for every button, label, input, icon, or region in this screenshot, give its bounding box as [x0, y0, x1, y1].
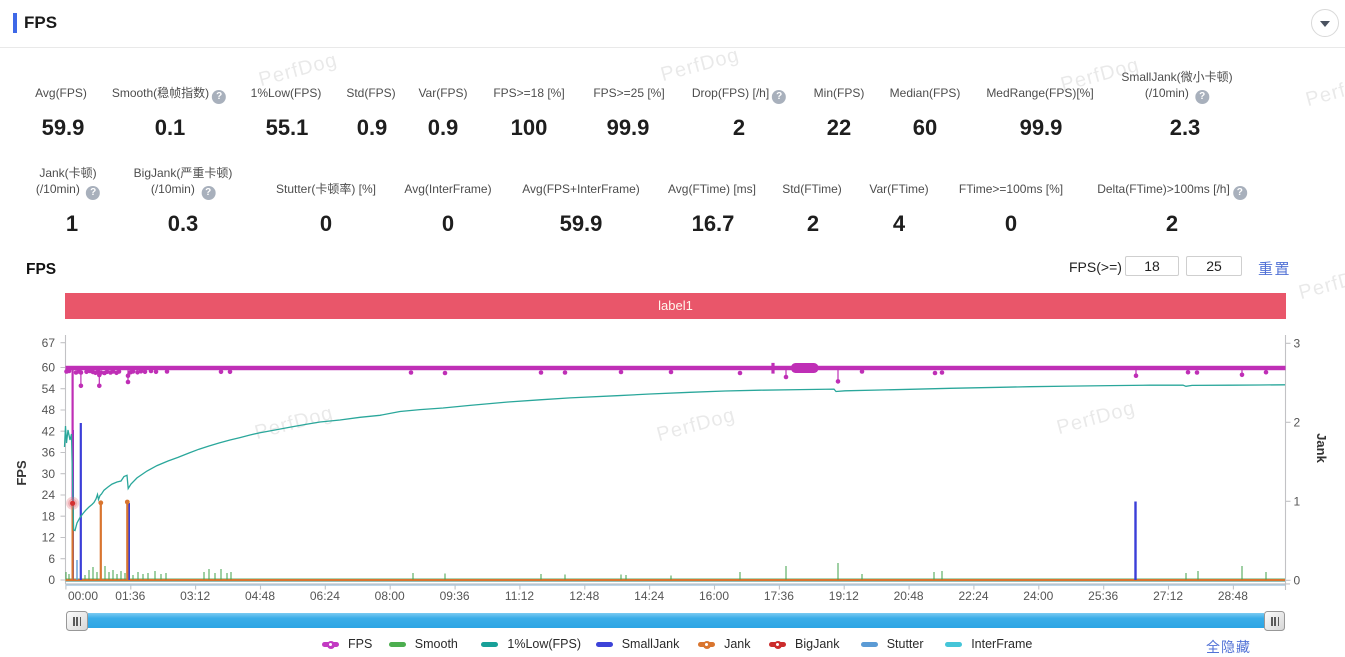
- svg-text:48: 48: [42, 403, 56, 417]
- svg-text:30: 30: [42, 467, 56, 481]
- svg-text:2: 2: [1294, 416, 1301, 430]
- svg-text:20:48: 20:48: [894, 589, 924, 603]
- svg-text:1: 1: [1294, 495, 1301, 509]
- svg-text:25:36: 25:36: [1088, 589, 1118, 603]
- svg-text:24:00: 24:00: [1023, 589, 1053, 603]
- svg-text:19:12: 19:12: [829, 589, 859, 603]
- svg-text:27:12: 27:12: [1153, 589, 1183, 603]
- svg-text:0: 0: [1294, 574, 1301, 588]
- svg-text:00:00: 00:00: [68, 589, 98, 603]
- svg-text:42: 42: [42, 424, 56, 438]
- svg-text:18: 18: [42, 509, 56, 523]
- svg-text:0: 0: [48, 573, 55, 587]
- svg-text:28:48: 28:48: [1218, 589, 1248, 603]
- svg-text:3: 3: [1294, 337, 1301, 351]
- svg-text:36: 36: [42, 446, 56, 460]
- svg-text:09:36: 09:36: [440, 589, 470, 603]
- svg-text:12: 12: [42, 531, 56, 545]
- svg-text:08:00: 08:00: [375, 589, 405, 603]
- svg-text:24: 24: [42, 488, 56, 502]
- svg-text:6: 6: [48, 552, 55, 566]
- svg-text:22:24: 22:24: [958, 589, 988, 603]
- svg-text:67: 67: [42, 336, 56, 350]
- svg-text:54: 54: [42, 382, 56, 396]
- svg-text:03:12: 03:12: [180, 589, 210, 603]
- svg-text:11:12: 11:12: [505, 589, 534, 603]
- svg-text:01:36: 01:36: [115, 589, 145, 603]
- svg-text:FPS: FPS: [14, 460, 29, 486]
- svg-text:14:24: 14:24: [634, 589, 664, 603]
- svg-text:Jank: Jank: [1314, 433, 1329, 463]
- svg-text:17:36: 17:36: [764, 589, 794, 603]
- svg-text:60: 60: [42, 361, 56, 375]
- svg-text:06:24: 06:24: [310, 589, 340, 603]
- svg-text:04:48: 04:48: [245, 589, 275, 603]
- svg-text:16:00: 16:00: [699, 589, 729, 603]
- svg-text:12:48: 12:48: [569, 589, 599, 603]
